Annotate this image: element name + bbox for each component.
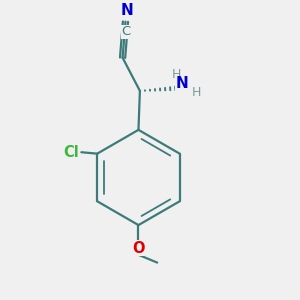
Text: O: O: [132, 241, 145, 256]
Text: H: H: [171, 68, 181, 81]
Text: H: H: [191, 86, 201, 99]
Text: N: N: [176, 76, 188, 91]
Text: N: N: [121, 3, 133, 18]
Text: Cl: Cl: [63, 145, 79, 160]
Text: C: C: [122, 25, 131, 38]
